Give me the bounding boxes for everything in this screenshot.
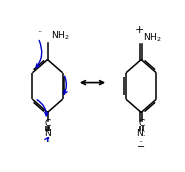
Text: C: C (138, 119, 144, 128)
Text: +: + (135, 25, 144, 35)
Text: ··: ·· (45, 138, 50, 147)
Text: ··: ·· (37, 28, 42, 37)
Text: C: C (44, 119, 51, 128)
Text: NH$_2$: NH$_2$ (51, 30, 69, 42)
Text: ··: ·· (139, 138, 144, 147)
Text: N:: N: (136, 129, 146, 138)
Text: NH$_2$: NH$_2$ (143, 31, 162, 44)
Text: −: − (137, 142, 145, 152)
Text: N: N (44, 129, 51, 138)
